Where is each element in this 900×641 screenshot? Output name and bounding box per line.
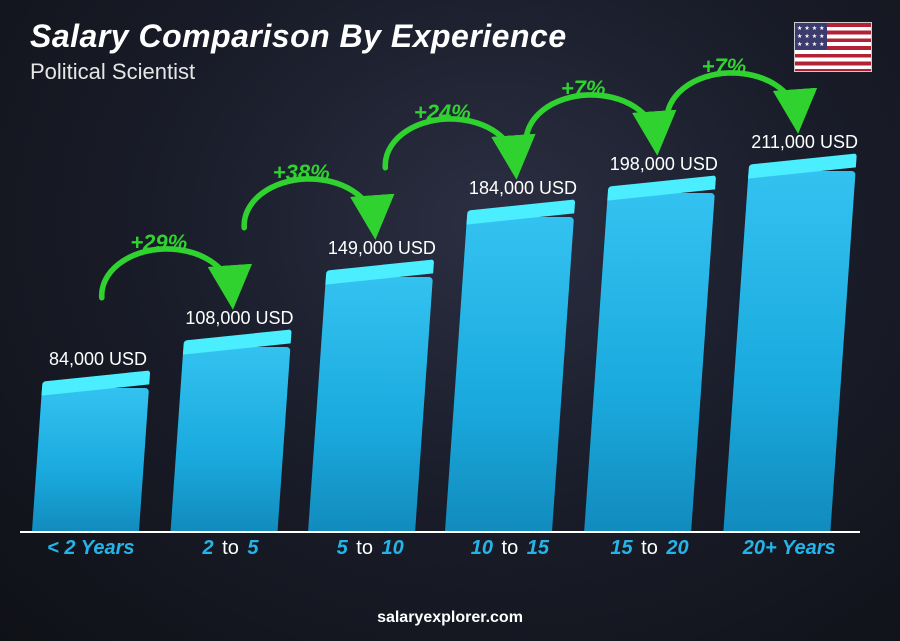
bar-value-label: 184,000 USD — [469, 178, 577, 199]
bar: 198,000 USD+7% — [584, 193, 715, 531]
bar: 184,000 USD+24% — [445, 217, 574, 531]
x-axis-label: 2 to 5 — [170, 537, 292, 571]
bar: 149,000 USD+38% — [308, 277, 433, 531]
page-title: Salary Comparison By Experience — [30, 18, 567, 55]
x-axis-label: 20+ Years — [728, 537, 850, 571]
us-flag-icon — [794, 22, 872, 72]
bar-top-face — [748, 153, 857, 178]
percent-increase-label: +7% — [561, 76, 606, 102]
x-axis-label: 10 to 15 — [449, 537, 571, 571]
bar-value-label: 84,000 USD — [49, 349, 147, 370]
bar-value-label: 149,000 USD — [327, 238, 435, 259]
bar-value-label: 198,000 USD — [609, 154, 717, 175]
bar: 211,000 USD+7% — [723, 171, 855, 531]
bar-top-face — [325, 259, 434, 284]
x-axis-label: 5 to 10 — [309, 537, 431, 571]
salary-chart: 84,000 USD108,000 USD+29%149,000 USD+38%… — [30, 100, 850, 571]
page-subtitle: Political Scientist — [30, 59, 567, 85]
bar-top-face — [607, 175, 716, 200]
bar-column: 184,000 USD+24% — [449, 100, 571, 531]
bar-column: 84,000 USD — [30, 100, 152, 531]
bar-top-face — [467, 199, 576, 224]
bar-value-label: 108,000 USD — [185, 308, 293, 329]
percent-increase-label: +7% — [702, 54, 747, 80]
bar-column: 108,000 USD+29% — [170, 100, 292, 531]
bar-column: 198,000 USD+7% — [589, 100, 711, 531]
bar-top-face — [183, 329, 292, 354]
footer-credit: salaryexplorer.com — [0, 609, 900, 627]
bar-column: 149,000 USD+38% — [309, 100, 431, 531]
bar-column: 211,000 USD+7% — [728, 100, 850, 531]
bar: 108,000 USD+29% — [171, 347, 291, 531]
bar-top-face — [42, 370, 151, 395]
bar-value-label: 211,000 USD — [750, 132, 857, 153]
bar: 84,000 USD — [32, 388, 149, 531]
header: Salary Comparison By Experience Politica… — [30, 18, 567, 85]
bars-container: 84,000 USD108,000 USD+29%149,000 USD+38%… — [30, 100, 850, 531]
infographic-stage: Salary Comparison By Experience Politica… — [0, 0, 900, 641]
x-axis-label: 15 to 20 — [589, 537, 711, 571]
x-labels: < 2 Years 2 to 5 5 to 10 10 to 15 15 to 20 20… — [30, 537, 850, 571]
x-axis-label: < 2 Years — [30, 537, 152, 571]
